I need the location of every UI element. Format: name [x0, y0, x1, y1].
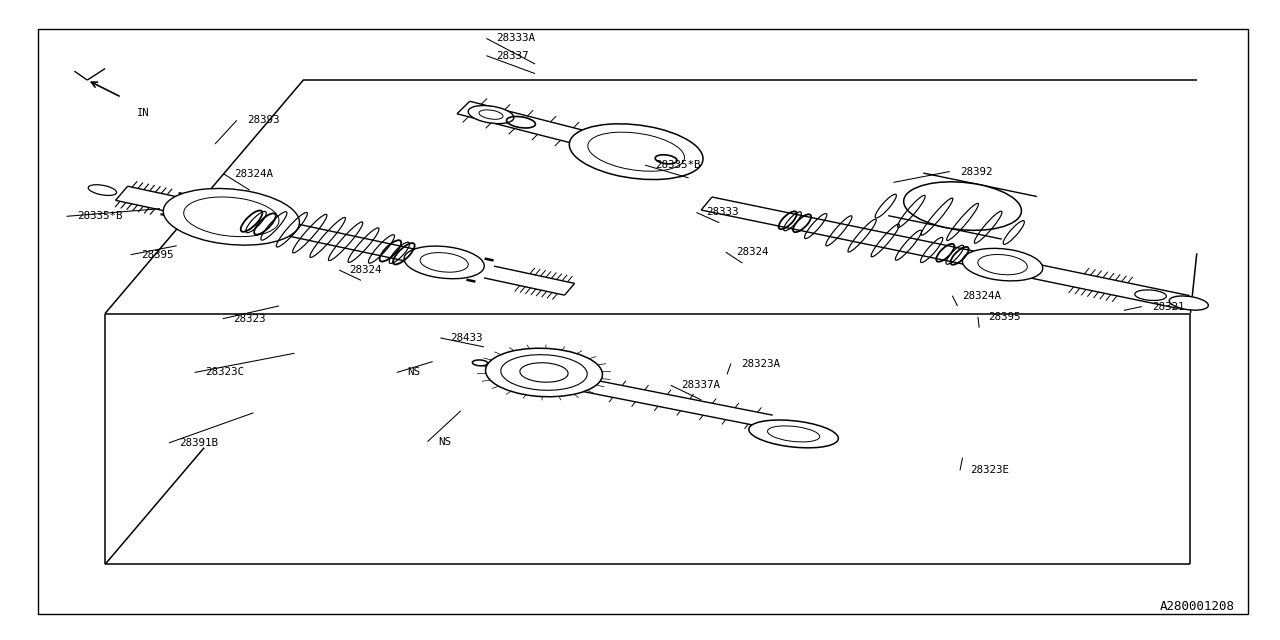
Text: 28395: 28395 [988, 312, 1020, 322]
Text: NS: NS [407, 367, 420, 378]
Ellipse shape [88, 185, 116, 195]
Text: 28392: 28392 [960, 166, 992, 177]
Text: 28323E: 28323E [970, 465, 1009, 476]
Ellipse shape [963, 248, 1043, 281]
Text: 28333A: 28333A [497, 33, 535, 44]
Ellipse shape [749, 420, 838, 448]
Text: 28324A: 28324A [234, 169, 273, 179]
Ellipse shape [904, 182, 1021, 230]
Ellipse shape [468, 106, 513, 124]
Text: 28433: 28433 [451, 333, 483, 343]
Text: 28324: 28324 [736, 247, 768, 257]
Text: 28337A: 28337A [681, 380, 719, 390]
Text: 28335*B: 28335*B [655, 160, 701, 170]
Text: 28337: 28337 [497, 51, 529, 61]
Ellipse shape [1135, 290, 1166, 300]
Ellipse shape [570, 124, 703, 180]
Text: 28323: 28323 [233, 314, 265, 324]
Text: NS: NS [438, 436, 451, 447]
Ellipse shape [404, 246, 484, 279]
Text: IN: IN [137, 108, 150, 118]
Ellipse shape [164, 188, 300, 245]
Text: 28324A: 28324A [963, 291, 1001, 301]
Text: 28395: 28395 [141, 250, 173, 260]
Text: 28321: 28321 [1152, 301, 1184, 312]
Text: 28324: 28324 [349, 265, 381, 275]
Ellipse shape [485, 348, 603, 397]
Text: 28391B: 28391B [179, 438, 218, 448]
Text: 28335*B: 28335*B [77, 211, 123, 221]
Text: A280001208: A280001208 [1160, 600, 1235, 613]
Text: 28393: 28393 [247, 115, 279, 125]
Text: 28323C: 28323C [205, 367, 243, 378]
Text: 28333: 28333 [707, 207, 739, 218]
Text: 28323A: 28323A [741, 358, 780, 369]
Ellipse shape [1169, 296, 1208, 310]
